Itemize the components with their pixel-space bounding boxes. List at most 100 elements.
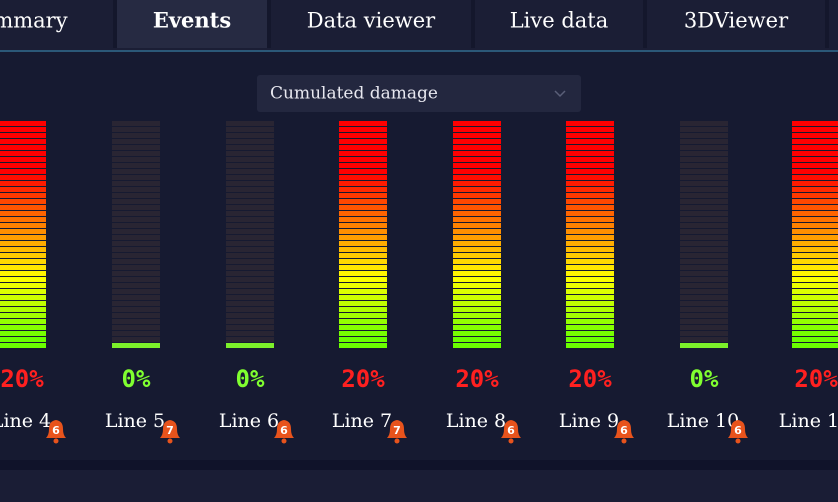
gauge-segment	[680, 151, 728, 156]
gauge-segment	[112, 253, 160, 258]
bell-icon[interactable]	[160, 420, 180, 438]
tab[interactable]	[475, 0, 643, 48]
alert-badge[interactable]: 6	[728, 420, 748, 444]
gauge-segment	[680, 301, 728, 306]
alert-badge[interactable]: 7	[160, 420, 180, 444]
line-label: Line 4	[0, 410, 51, 432]
gauge-segment	[339, 199, 387, 204]
tab-divider	[471, 0, 475, 48]
gauge-segment	[792, 247, 838, 252]
gauge-segment	[566, 163, 614, 168]
gauge-segment	[0, 223, 46, 228]
bell-clapper[interactable]	[167, 438, 173, 444]
bell-icon[interactable]	[501, 420, 521, 438]
gauge-segment	[339, 301, 387, 306]
tab-label[interactable]: Live data	[510, 9, 609, 33]
gauge-segment	[226, 271, 274, 276]
gauge-segment	[112, 211, 160, 216]
alert-badge[interactable]: 6	[274, 420, 294, 444]
gauge-segment	[0, 133, 46, 138]
tab[interactable]	[271, 0, 471, 48]
tab[interactable]	[117, 0, 267, 48]
gauge-segment	[226, 139, 274, 144]
alert-badge[interactable]: 6	[501, 420, 521, 444]
gauge-segment	[680, 157, 728, 162]
bell-icon[interactable]	[46, 420, 66, 438]
gauge-segment	[339, 223, 387, 228]
gauge-segment	[566, 259, 614, 264]
bell-icon[interactable]	[614, 420, 634, 438]
alert-count[interactable]: 6	[734, 424, 742, 437]
tabs: Summary Events Data viewer Live data 3DViewe…	[0, 0, 838, 48]
tab[interactable]	[829, 0, 838, 48]
alert-badge[interactable]: 6	[614, 420, 634, 444]
gauge-segment	[566, 187, 614, 192]
gauge-bar	[792, 121, 838, 348]
gauge-segment	[792, 163, 838, 168]
gauge-segment	[566, 235, 614, 240]
gauge-segment	[566, 199, 614, 204]
alert-count[interactable]: 7	[393, 424, 401, 437]
gauge-segment	[112, 205, 160, 210]
alert-count[interactable]: 6	[280, 424, 288, 437]
alert-count[interactable]: 7	[166, 424, 174, 437]
alert-count[interactable]: 6	[507, 424, 515, 437]
gauge-segment	[112, 319, 160, 324]
gauge-segment	[226, 145, 274, 150]
gauge-segment	[453, 283, 501, 288]
tab-label[interactable]: 3DViewer	[684, 9, 789, 33]
bell-icon[interactable]	[274, 420, 294, 438]
gauge-segment	[566, 241, 614, 246]
bell-clapper[interactable]	[281, 438, 287, 444]
alert-count[interactable]: 6	[620, 424, 628, 437]
gauge-segment	[453, 229, 501, 234]
bell-icon[interactable]	[387, 420, 407, 438]
gauge-segment	[792, 205, 838, 210]
gauge-segment	[453, 241, 501, 246]
bell-clapper[interactable]	[508, 438, 514, 444]
bell-clapper[interactable]	[735, 438, 741, 444]
gauge-segment	[0, 187, 46, 192]
tab[interactable]	[647, 0, 825, 48]
gauge-segment	[339, 217, 387, 222]
gauge-segment	[0, 169, 46, 174]
tab-label[interactable]: Summary	[0, 9, 68, 33]
gauge-segment	[112, 343, 160, 348]
tab[interactable]	[0, 0, 113, 48]
gauge-segment	[112, 259, 160, 264]
tab-label[interactable]: Events	[153, 8, 231, 33]
dropdown-label[interactable]: Cumulated damage	[270, 84, 438, 104]
gauge-segment	[0, 301, 46, 306]
bell-clapper[interactable]	[621, 438, 627, 444]
bell-clapper[interactable]	[394, 438, 400, 444]
gauge-segment	[680, 313, 728, 318]
gauge-segment	[792, 241, 838, 246]
gauge-segment	[339, 235, 387, 240]
gauge-segment	[226, 199, 274, 204]
bell-clapper[interactable]	[53, 438, 59, 444]
gauge-segment	[566, 319, 614, 324]
gauge-segment	[792, 151, 838, 156]
alert-badge[interactable]: 7	[387, 420, 407, 444]
gauge-segment	[226, 121, 274, 126]
gauge-segment	[680, 265, 728, 270]
gauge-segment	[680, 343, 728, 348]
gauge-bar	[112, 121, 160, 348]
gauge-segment	[566, 211, 614, 216]
gauge-segment	[339, 277, 387, 282]
gauge-segment	[792, 175, 838, 180]
gauge-segment	[453, 151, 501, 156]
gauge-segment	[0, 235, 46, 240]
gauge-segment	[226, 331, 274, 336]
alert-badge[interactable]: 6	[46, 420, 66, 444]
gauge-segment	[0, 283, 46, 288]
tab-divider	[113, 0, 117, 48]
line-label: Line 9	[559, 410, 619, 432]
gauge-segment	[0, 175, 46, 180]
tab-divider	[267, 0, 271, 48]
bell-icon[interactable]	[728, 420, 748, 438]
alert-count[interactable]: 6	[52, 424, 60, 437]
gauge-segment	[0, 145, 46, 150]
tab-label[interactable]: Data viewer	[307, 9, 436, 33]
dropdown[interactable]	[257, 75, 581, 112]
